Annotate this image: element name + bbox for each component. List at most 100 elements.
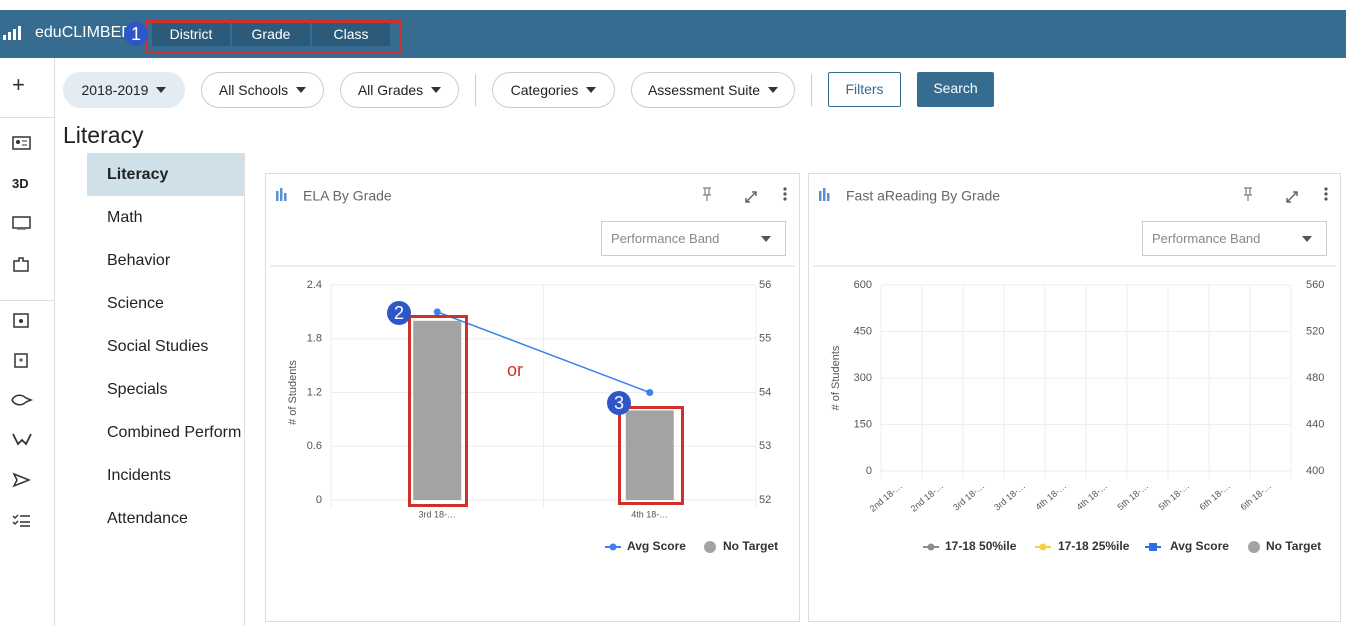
icon[interactable]	[12, 513, 32, 527]
y2-tick-label: 400	[1306, 465, 1324, 477]
brand: eduCLIMBER	[35, 24, 130, 41]
line-series	[436, 311, 651, 394]
icon-3d[interactable]: 3D	[12, 176, 29, 191]
x-tick-label: 4th 18-…	[631, 509, 668, 519]
x-tick-label: 3rd 18-…	[418, 509, 456, 519]
icon[interactable]	[10, 393, 34, 407]
menu-item[interactable]: Literacy	[87, 153, 244, 196]
page-title: Literacy	[63, 122, 144, 148]
legend-marker	[927, 543, 935, 551]
pin-icon[interactable]	[703, 187, 711, 201]
legend-label: Avg Score	[627, 539, 686, 553]
chart-icon	[827, 193, 830, 201]
point	[646, 389, 654, 396]
x-tick-label: 2nd 18-…	[868, 481, 905, 514]
chart-selector[interactable]: Performance Band	[1142, 221, 1327, 256]
dropdown[interactable]: Categories	[492, 72, 615, 108]
y-tick-label: 600	[854, 279, 872, 291]
tab[interactable]: District	[152, 23, 230, 46]
highlight-box	[408, 315, 468, 507]
chart-icon	[284, 193, 287, 201]
menu-icon[interactable]	[783, 192, 787, 196]
menu-item[interactable]: Social Studies	[107, 338, 209, 355]
x-tick-label: 3rd 18-…	[992, 481, 1027, 513]
y2-tick-label: 480	[1306, 372, 1324, 384]
separator	[811, 74, 812, 106]
menu-item[interactable]: Behavior	[107, 252, 171, 269]
icon[interactable]	[10, 431, 34, 447]
menu-icon[interactable]	[1324, 197, 1328, 201]
y2-tick-label: 54	[759, 386, 771, 398]
dropdown[interactable]: Assessment Suite	[631, 72, 795, 108]
icon[interactable]	[12, 472, 32, 488]
chart-icon	[280, 188, 283, 201]
point	[433, 308, 441, 316]
badge: 3	[607, 391, 631, 415]
year-dropdown[interactable]: 2018-2019	[63, 72, 185, 108]
tab[interactable]: Class	[312, 23, 390, 46]
chart-panel: Performance Band ELA By Grade 0 0.6 1.2 1.8 2.…	[265, 173, 800, 622]
menu-item[interactable]: Combined Perform	[107, 424, 242, 441]
y2-tick-label: 440	[1306, 418, 1324, 430]
y-tick-label: 0	[866, 465, 872, 477]
y-axis-title: # of Students	[830, 345, 842, 410]
tab[interactable]: Grade	[232, 23, 310, 46]
legend-marker	[1039, 543, 1047, 551]
x-tick-label: 6th 18-…	[1239, 481, 1274, 512]
x-tick-label: 2nd 18-…	[909, 481, 946, 514]
y-tick-label: 1.8	[307, 333, 322, 345]
separator	[244, 153, 245, 626]
icon[interactable]	[12, 136, 32, 150]
y2-tick-label: 56	[759, 279, 771, 291]
legend-label: 17-18 25%ile	[1058, 539, 1130, 553]
highlight-box	[618, 406, 684, 505]
chart-selector[interactable]: Performance Band	[601, 221, 786, 256]
menu-item[interactable]: Math	[107, 209, 143, 226]
legend-label: 17-18 50%ile	[945, 539, 1017, 553]
menu-icon[interactable]	[783, 197, 787, 201]
filters-button[interactable]: Filters	[828, 72, 901, 107]
menu-icon[interactable]	[1324, 192, 1328, 196]
chart-icon	[276, 191, 279, 201]
chart: Fast aReading By Grade 0 150 300 450 600 400 44…	[813, 187, 1336, 553]
y-tick-label: 0.6	[307, 440, 322, 452]
badge: 2	[387, 301, 411, 325]
y-tick-label: 150	[854, 418, 872, 430]
y2-tick-label: 560	[1306, 279, 1324, 291]
chart-icon	[819, 191, 822, 201]
expand-icon[interactable]	[1286, 191, 1298, 203]
x-tick-label: 5th 18-…	[1116, 481, 1151, 512]
menu-item[interactable]: Science	[107, 295, 164, 312]
legend-marker	[704, 541, 716, 553]
y-axis-title: # of Students	[287, 360, 299, 425]
annotation-note: or	[507, 360, 524, 380]
x-tick-label: 5th 18-…	[1157, 481, 1192, 512]
y-tick-label: 1.2	[307, 386, 322, 398]
menu-icon[interactable]	[1324, 187, 1328, 191]
y-tick-label: 2.4	[307, 279, 322, 291]
legend-label: No Target	[1266, 539, 1321, 553]
icon[interactable]	[12, 312, 32, 328]
separator	[0, 300, 54, 301]
menu-icon[interactable]	[783, 187, 787, 191]
logo	[3, 26, 21, 40]
menu-item[interactable]: Specials	[107, 381, 168, 398]
separator	[475, 74, 476, 106]
y2-tick-label: 55	[759, 333, 771, 345]
legend-label: Avg Score	[1170, 539, 1229, 553]
x-tick-label: 4th 18-…	[1075, 481, 1110, 512]
add-button[interactable]: +	[12, 72, 25, 97]
y2-tick-label: 520	[1306, 325, 1324, 337]
dropdown[interactable]: All Grades	[340, 72, 459, 108]
icon[interactable]	[12, 255, 32, 273]
icon[interactable]	[12, 216, 32, 230]
icon[interactable]	[12, 352, 32, 368]
chart: ELA By Grade 0 0.6 1.2 1.8 2.4 52 53 54 55 56 # of …	[270, 187, 795, 553]
expand-icon[interactable]	[745, 191, 757, 203]
dropdown[interactable]: All Schools	[201, 72, 324, 108]
menu-item[interactable]: Attendance	[107, 510, 188, 527]
pin-icon[interactable]	[1244, 187, 1252, 201]
search-button[interactable]: Search	[917, 72, 994, 107]
menu-item[interactable]: Incidents	[107, 467, 172, 484]
